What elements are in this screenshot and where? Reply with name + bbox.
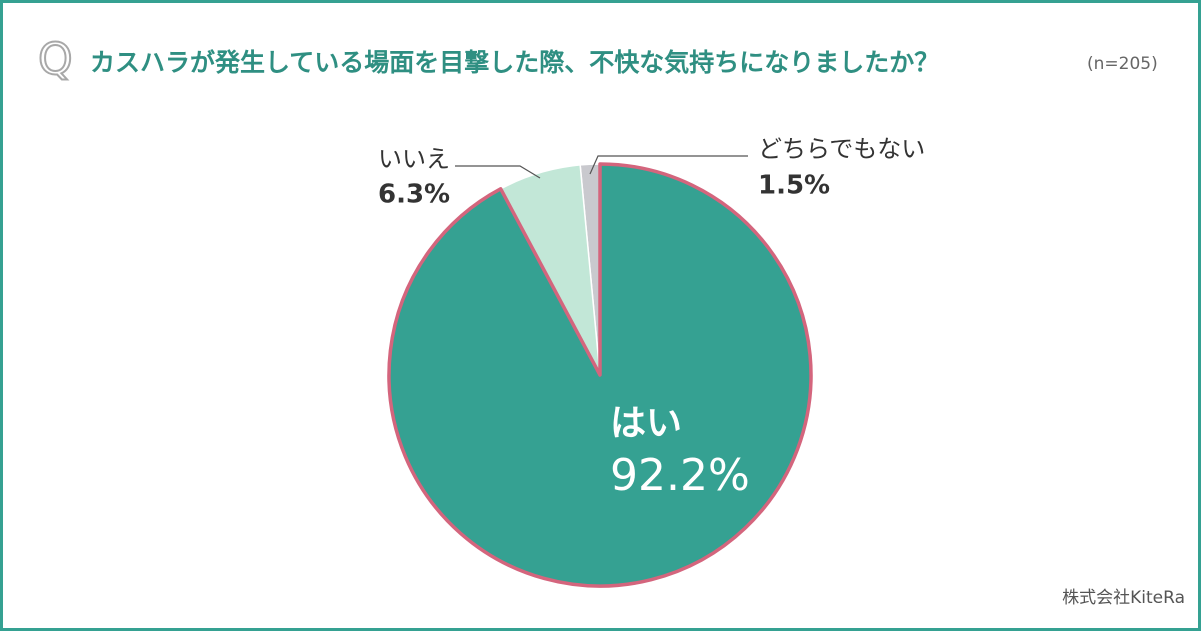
- sample-size: (n=205): [1087, 54, 1158, 74]
- leader-line: [589, 155, 748, 175]
- value-label: 92.2%: [610, 450, 750, 501]
- value-label: 1.5%: [758, 171, 830, 201]
- chart-title: カスハラが発生している場面を目撃した際、不快な気持ちになりましたか？: [90, 48, 939, 77]
- category-label: どちらでもない: [758, 135, 925, 163]
- category-label: いいえ: [378, 145, 450, 173]
- pie-slice: [387, 162, 813, 588]
- value-label: 6.3%: [378, 180, 450, 210]
- category-label: はい: [610, 403, 682, 444]
- leader-line: [455, 165, 541, 179]
- question-mark: Q: [38, 34, 73, 85]
- source: 株式会社KiteRa: [1062, 588, 1185, 608]
